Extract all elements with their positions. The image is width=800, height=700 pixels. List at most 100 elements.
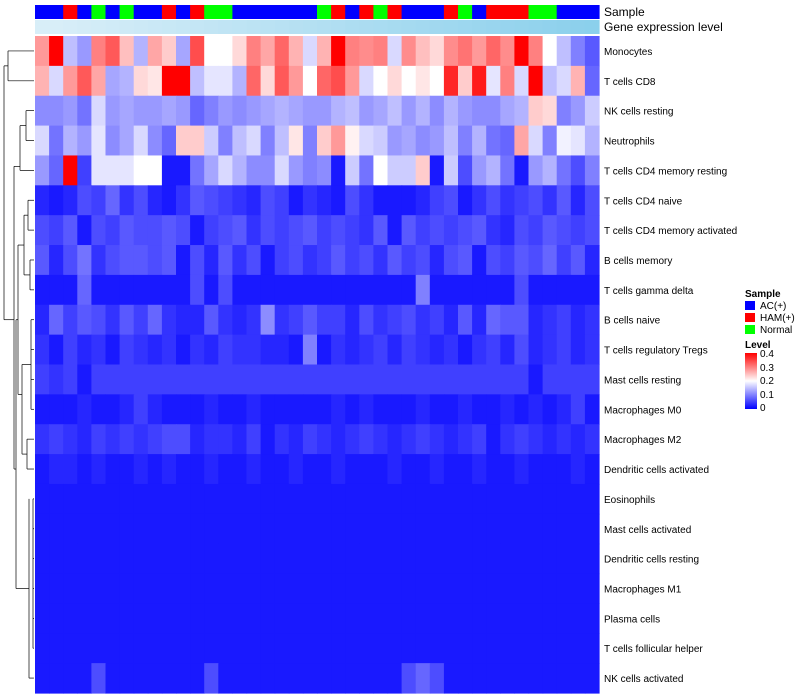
expression-annotation-cell (401, 20, 417, 34)
heatmap-cell (331, 304, 346, 336)
heatmap-cell (133, 304, 149, 336)
heatmap-cell (119, 185, 135, 216)
heatmap-cell (288, 454, 304, 485)
heatmap-cell (514, 543, 530, 575)
heatmap-cell (218, 663, 233, 694)
sample-annotation-cell (556, 5, 572, 19)
heatmap-cell (443, 274, 459, 306)
heatmap-cell (274, 95, 290, 127)
row-label: T cells follicular helper (604, 644, 703, 655)
legend-level-tick: 0.1 (760, 390, 774, 401)
expression-annotation-cell (528, 20, 544, 34)
heatmap-cell (232, 394, 248, 425)
heatmap-cell (443, 155, 459, 186)
heatmap-cell (458, 513, 473, 545)
legend-level-tick: 0 (760, 403, 766, 414)
legend-swatch-normal (745, 325, 755, 334)
heatmap-cell (387, 454, 403, 485)
heatmap-cell (359, 633, 374, 664)
heatmap-cell (49, 215, 64, 246)
expression-annotation-cell (133, 20, 149, 34)
heatmap-cell (556, 125, 572, 157)
heatmap-cell (302, 633, 318, 664)
heatmap-cell (472, 573, 487, 605)
expression-annotation-cell (302, 20, 318, 34)
heatmap-cell (317, 573, 332, 605)
heatmap-cell (119, 633, 135, 664)
heatmap-cell (345, 65, 360, 97)
heatmap-cell (486, 304, 501, 336)
heatmap-cell (133, 394, 149, 425)
heatmap-cell (35, 633, 50, 664)
heatmap-cell (472, 185, 487, 216)
sample-annotation-cell (288, 5, 304, 19)
heatmap-cell (63, 454, 78, 485)
heatmap-cell (373, 274, 389, 306)
heatmap-cell (542, 364, 558, 395)
heatmap-cell (415, 334, 431, 366)
heatmap-cell (542, 215, 558, 246)
heatmap-cell (161, 483, 177, 515)
heatmap-cell (176, 483, 191, 515)
heatmap-cell (373, 245, 389, 276)
heatmap-cell (35, 364, 50, 395)
heatmap-cell (204, 633, 219, 664)
sample-annotation-cell (359, 5, 374, 19)
heatmap-cell (302, 513, 318, 545)
sample-annotation-cell (472, 5, 487, 19)
heatmap-cell (35, 483, 50, 515)
heatmap-cell (133, 663, 149, 694)
heatmap-cell (35, 454, 50, 485)
expression-annotation-cell (288, 20, 304, 34)
heatmap-cell (542, 573, 558, 605)
heatmap-cell (288, 424, 304, 455)
heatmap-cell (359, 65, 374, 97)
heatmap-cell (359, 274, 374, 306)
heatmap-cell (331, 633, 346, 664)
heatmap-cell (133, 573, 149, 605)
heatmap-cell (486, 513, 501, 545)
heatmap-cell (401, 155, 417, 186)
heatmap-cell (472, 483, 487, 515)
heatmap-cell (472, 364, 487, 395)
heatmap-cell (246, 95, 262, 127)
heatmap-cell (302, 304, 318, 336)
heatmap-cell (218, 36, 233, 67)
heatmap-cell (556, 215, 572, 246)
sample-annotation-cell (105, 5, 121, 19)
heatmap-cell (274, 603, 290, 634)
heatmap-cell (302, 543, 318, 575)
heatmap-cell (443, 304, 459, 336)
heatmap-cell (274, 573, 290, 605)
heatmap-cell (401, 454, 417, 485)
heatmap-cell (331, 125, 346, 157)
heatmap-cell (570, 633, 586, 664)
legend-level-tick: 0.2 (760, 376, 774, 387)
heatmap-cell (35, 215, 50, 246)
heatmap-cell (35, 424, 50, 455)
heatmap-cell (288, 304, 304, 336)
heatmap-cell (443, 513, 459, 545)
heatmap-cells (35, 36, 600, 694)
heatmap-cell (500, 633, 515, 664)
heatmap-cell (147, 334, 163, 366)
sample-annotation-cell (133, 5, 149, 19)
heatmap-cell (260, 424, 276, 455)
heatmap-cell (91, 663, 107, 694)
heatmap-cell (260, 513, 276, 545)
heatmap-cell (528, 603, 544, 634)
heatmap-cell (472, 274, 487, 306)
heatmap-cell (514, 603, 530, 634)
heatmap-cell (429, 334, 445, 366)
heatmap-cell (218, 125, 233, 157)
heatmap-cell (317, 663, 332, 694)
heatmap-cell (77, 543, 92, 575)
expression-annotation-cell (77, 20, 92, 34)
heatmap-cell (317, 36, 332, 67)
heatmap-cell (401, 304, 417, 336)
heatmap-cell (443, 125, 459, 157)
heatmap-cell (415, 663, 431, 694)
heatmap-cell (302, 454, 318, 485)
sample-annotation-cell (91, 5, 107, 19)
